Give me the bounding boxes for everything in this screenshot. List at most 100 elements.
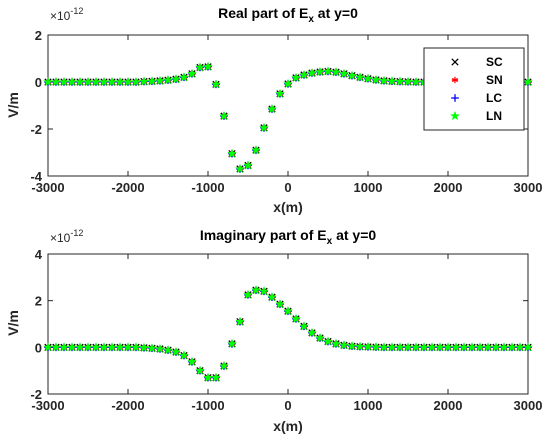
legend-entry-sc: SC <box>486 55 503 69</box>
data-point-ln <box>523 76 533 87</box>
data-point-ln <box>59 342 69 352</box>
data-point-ln <box>331 67 341 77</box>
data-point-ln <box>107 342 117 352</box>
x-tick-label: 0 <box>284 180 291 195</box>
data-point-ln <box>235 163 245 174</box>
legend-marker-ln <box>450 110 460 121</box>
data-point-ln <box>243 160 253 170</box>
data-point-ln <box>91 76 101 87</box>
x-tick-label: 3000 <box>514 398 543 413</box>
data-point-ln <box>259 286 269 296</box>
y-tick-label: -4 <box>30 169 42 184</box>
data-point-ln <box>99 342 109 352</box>
data-point-ln <box>475 342 485 352</box>
data-point-ln <box>275 88 285 98</box>
markers-real <box>43 61 533 174</box>
x-tick-label: 2000 <box>434 398 463 413</box>
data-point-ln <box>147 343 157 353</box>
x-tick-label: 3000 <box>514 180 543 195</box>
data-point-ln <box>515 342 525 352</box>
data-point-ln <box>371 74 381 84</box>
data-point-ln <box>379 75 389 85</box>
data-point-ln <box>107 76 117 87</box>
data-point-ln <box>299 321 309 331</box>
x-axis-label-imaginary: x(m) <box>273 418 303 434</box>
y-tick-label: 2 <box>35 294 42 309</box>
data-point-ln <box>387 342 397 352</box>
data-point-ln <box>211 79 221 89</box>
data-point-ln <box>139 342 149 352</box>
data-point-ln <box>51 342 61 352</box>
data-point-ln <box>163 75 173 85</box>
y-tick-label: 4 <box>35 247 43 262</box>
data-point-ln <box>147 76 157 86</box>
data-point-ln <box>347 341 357 351</box>
x-tick-label: -3000 <box>31 180 64 195</box>
legend: SC SN LC LN <box>423 47 525 131</box>
x-tick-label: -2000 <box>111 180 144 195</box>
data-point-ln <box>163 345 173 355</box>
y-tick-label: 2 <box>35 28 42 43</box>
legend-entry-lc: LC <box>486 91 502 105</box>
data-point-ln <box>195 365 205 375</box>
data-point-ln <box>291 72 301 82</box>
data-point-ln <box>155 343 165 354</box>
data-point-ln <box>43 76 53 87</box>
data-point-ln <box>83 76 93 87</box>
y-tick-label: -2 <box>30 122 42 137</box>
data-point-ln <box>499 342 509 352</box>
ticks-real: -3000 -2000 -1000 0 1000 2000 3000 2 0 -2 -4 <box>30 28 542 195</box>
chart-title-imaginary: Imaginary part of Ex at y=0 <box>200 227 377 247</box>
data-point-ln <box>99 76 109 87</box>
data-point-ln <box>387 76 397 86</box>
y-axis-label-real: V/m <box>5 92 21 118</box>
data-point-ln <box>243 289 253 299</box>
data-point-ln <box>139 76 149 86</box>
data-point-ln <box>227 148 237 158</box>
ticks-imaginary: -3000 -2000 -1000 0 1000 2000 3000 4 2 0 -2 <box>30 247 542 413</box>
data-point-ln <box>451 342 461 352</box>
data-point-ln <box>299 69 309 80</box>
chart-title-real: Real part of Ex at y=0 <box>218 5 358 25</box>
x-tick-label: 2000 <box>434 180 463 195</box>
data-point-ln <box>435 342 445 352</box>
x-tick-label: 1000 <box>354 398 383 413</box>
legend-box <box>423 47 525 131</box>
data-point-ln <box>419 342 429 352</box>
x-tick-label: -1000 <box>191 180 224 195</box>
data-point-ln <box>195 62 205 72</box>
data-point-ln <box>355 341 365 351</box>
data-point-ln <box>235 316 245 326</box>
legend-entry-ln: LN <box>486 109 502 123</box>
data-point-ln <box>459 342 469 352</box>
y-tick-label: 0 <box>35 75 42 90</box>
data-point-ln <box>115 342 125 352</box>
data-point-ln <box>203 61 213 71</box>
data-point-ln <box>155 75 165 85</box>
plot-imaginary-part: Imaginary part of Ex at y=0 ×10-12 V/m x… <box>5 227 542 434</box>
data-point-ln <box>91 342 101 352</box>
data-point-ln <box>131 76 141 87</box>
markers-imaginary <box>43 285 533 382</box>
y-tick-label: 0 <box>35 340 42 355</box>
x-tick-label: -1000 <box>191 398 224 413</box>
data-point-ln <box>59 76 69 87</box>
data-point-ln <box>403 76 413 86</box>
data-point-ln <box>123 342 133 352</box>
data-point-ln <box>411 76 421 87</box>
data-point-ln <box>507 342 517 352</box>
data-point-ln <box>179 350 189 360</box>
data-point-ln <box>283 78 293 88</box>
data-point-ln <box>291 313 301 323</box>
x-tick-label: -2000 <box>111 398 144 413</box>
data-point-ln <box>371 342 381 352</box>
legend-marker-lc <box>451 94 459 102</box>
x-tick-label: -3000 <box>31 398 64 413</box>
data-point-ln <box>51 76 61 87</box>
data-point-ln <box>203 372 213 382</box>
data-point-ln <box>523 342 533 352</box>
x-tick-label: 1000 <box>354 180 383 195</box>
data-point-ln <box>363 341 373 351</box>
data-point-ln <box>75 342 85 352</box>
data-point-ln <box>347 70 357 80</box>
